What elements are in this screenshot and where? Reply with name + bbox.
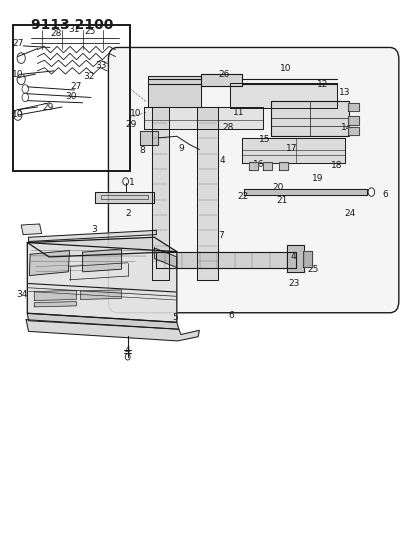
Polygon shape [83,249,122,272]
Polygon shape [303,251,312,266]
Polygon shape [287,245,304,272]
Polygon shape [28,230,156,241]
Polygon shape [27,237,177,257]
Polygon shape [81,290,122,300]
Polygon shape [144,107,263,130]
Text: 23: 23 [288,279,299,288]
Text: 27: 27 [70,82,81,91]
Text: 10: 10 [130,109,142,118]
Text: 7: 7 [218,231,224,240]
Text: 25: 25 [84,27,96,36]
Text: 28: 28 [222,123,234,132]
Text: 4: 4 [125,346,130,355]
Text: 26: 26 [218,70,230,78]
Polygon shape [34,302,76,307]
Polygon shape [348,103,359,111]
Text: 25: 25 [307,265,319,273]
Text: 3: 3 [91,225,97,234]
Polygon shape [27,243,177,322]
Text: 10: 10 [279,64,291,73]
Polygon shape [154,248,177,268]
Text: 21: 21 [277,196,288,205]
Text: 24: 24 [344,209,355,218]
Text: 18: 18 [331,161,342,170]
Text: 29: 29 [42,102,53,111]
Polygon shape [140,131,158,146]
Text: 27: 27 [12,39,23,48]
Polygon shape [26,320,199,341]
Text: 29: 29 [125,119,136,128]
Polygon shape [21,224,42,235]
Polygon shape [197,107,218,280]
Bar [13,25,130,171]
Polygon shape [279,163,288,169]
Text: 17: 17 [286,144,297,153]
Text: 10: 10 [12,70,24,78]
Polygon shape [245,189,367,195]
Text: 16: 16 [253,160,265,169]
Polygon shape [348,116,359,125]
Text: 9: 9 [178,144,184,153]
Text: 22: 22 [238,192,249,201]
Text: 19: 19 [312,174,324,183]
Text: 34: 34 [16,289,28,298]
Text: 6: 6 [382,190,388,199]
Text: 15: 15 [259,135,271,144]
Polygon shape [201,74,242,86]
Polygon shape [230,83,337,108]
Polygon shape [249,163,258,169]
Text: 1: 1 [129,178,135,187]
Text: 11: 11 [233,108,244,117]
Text: 32: 32 [83,71,95,80]
Polygon shape [29,251,69,276]
Text: 9113 2100: 9113 2100 [31,18,114,31]
Polygon shape [148,76,201,107]
Polygon shape [95,192,154,203]
Text: 4: 4 [219,156,225,165]
Text: 6: 6 [228,311,234,320]
Text: 30: 30 [65,92,77,101]
Text: 33: 33 [95,61,107,70]
Text: 5: 5 [172,312,178,321]
Polygon shape [348,127,359,135]
Polygon shape [271,101,349,136]
FancyBboxPatch shape [109,47,399,313]
Text: 2: 2 [126,209,131,218]
Text: 20: 20 [273,183,284,192]
Text: 4: 4 [291,253,296,261]
Text: 8: 8 [139,146,145,155]
Text: 10: 10 [12,110,24,119]
Text: 31: 31 [68,26,79,35]
Polygon shape [34,290,76,301]
Text: 28: 28 [50,29,62,38]
Polygon shape [27,313,179,329]
Polygon shape [263,163,272,169]
Polygon shape [152,107,169,280]
Text: 14: 14 [341,123,353,132]
Text: 12: 12 [316,80,328,89]
Polygon shape [242,138,345,163]
Polygon shape [156,252,296,268]
Text: 13: 13 [339,87,351,96]
